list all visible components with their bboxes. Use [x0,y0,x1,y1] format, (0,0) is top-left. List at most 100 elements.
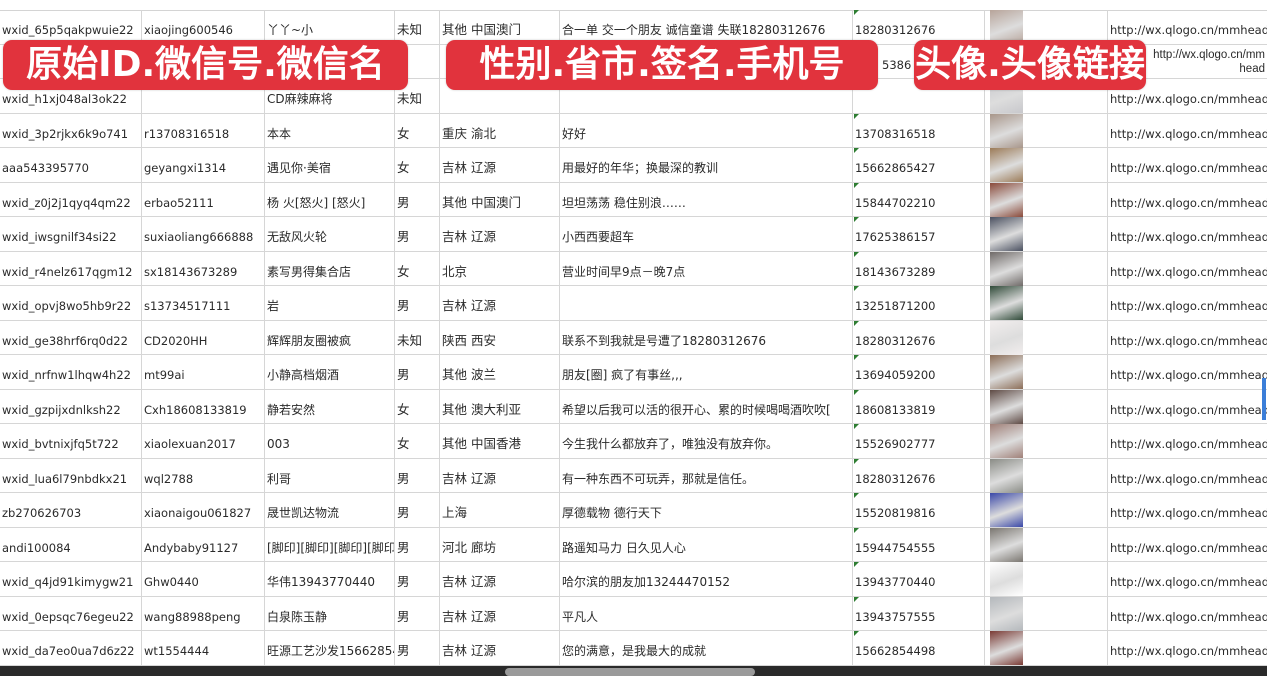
phone-cell[interactable]: 13694059200 [853,355,985,389]
gender-cell[interactable]: 男 [395,527,440,562]
avatar-cell[interactable] [985,217,1108,251]
original-id-cell[interactable]: wxid_z0j2j1qyq4qm22 [0,182,142,217]
avatar-cell[interactable] [985,182,1108,217]
wechat-id-cell[interactable]: wang88988peng [142,596,265,631]
avatar-cell[interactable] [985,458,1108,493]
region-cell[interactable]: 其他 澳大利亚 [440,389,560,424]
original-id-cell[interactable]: andi100084 [0,527,142,562]
phone-cell[interactable]: 17625386157 [853,217,985,251]
avatar-cell[interactable] [985,113,1108,148]
region-cell[interactable]: 吉林 辽源 [440,286,560,320]
gender-cell[interactable]: 男 [395,217,440,251]
wechat-id-cell[interactable] [142,79,265,113]
phone-cell[interactable]: 18280312676 [853,10,985,44]
original-id-cell[interactable]: wxid_ge38hrf6rq0d22 [0,320,142,355]
region-cell[interactable]: 上海 [440,493,560,527]
phone-cell[interactable]: 18143673289 [853,251,985,286]
gender-cell[interactable]: 男 [395,458,440,493]
gender-cell[interactable]: 男 [395,286,440,320]
signature-cell[interactable]: 平凡人 [560,596,853,631]
wechat-id-cell[interactable]: xiaonaigou061827 [142,493,265,527]
wechat-id-cell[interactable]: sx18143673289 [142,251,265,286]
region-cell[interactable]: 其他 波兰 [440,355,560,389]
avatar-cell[interactable] [985,10,1108,44]
wechat-name-cell[interactable]: 本本 [265,113,395,148]
gender-cell[interactable] [395,44,440,79]
avatar-cell[interactable] [985,562,1108,596]
wechat-id-cell[interactable]: CD2020HH [142,320,265,355]
phone-cell[interactable] [853,79,985,113]
wechat-id-cell[interactable]: mt99ai [142,355,265,389]
avatar-link-cell[interactable]: http://wx.qlogo.cn/mmhead [1110,230,1267,244]
gender-cell[interactable]: 女 [395,251,440,286]
phone-cell[interactable]: 13708316518 [853,113,985,148]
region-cell[interactable]: 陕西 西安 [440,320,560,355]
phone-cell[interactable]: 13251871200 [853,286,985,320]
gender-cell[interactable]: 男 [395,596,440,631]
wechat-id-cell[interactable]: geyangxi1314 [142,148,265,182]
wechat-id-cell[interactable]: Cxh18608133819 [142,389,265,424]
region-cell[interactable]: 重庆 渝北 [440,113,560,148]
wechat-id-cell[interactable]: xiaolexuan2017 [142,424,265,458]
avatar-link-cell[interactable]: http://wx.qlogo.cn/mmhead [1110,506,1267,520]
original-id-cell[interactable]: wxid_r4nelz617qgm12 [0,251,142,286]
wechat-name-cell[interactable]: 小静高档烟酒 [265,355,395,389]
wechat-name-cell[interactable]: 旺源工艺沙发15662854 [265,631,395,665]
avatar-link-cell[interactable]: http://wx.qlogo.cn/mmhead [1110,471,1267,486]
phone-cell[interactable]: 18608133819 [853,389,985,424]
gender-cell[interactable]: 未知 [395,10,440,44]
wechat-name-cell[interactable]: 晟世凯达物流 [265,493,395,527]
avatar-link-cell[interactable]: http://wx.qlogo.cn/mmhead [1110,437,1267,451]
original-id-cell[interactable]: wxid_da7eo0ua7d6z22 [0,631,142,665]
gender-cell[interactable]: 女 [395,148,440,182]
original-id-cell[interactable]: wxid_opvj8wo5hb9r22 [0,286,142,320]
signature-cell[interactable]: 坦坦荡荡 稳住别浪…… [560,182,853,217]
original-id-cell[interactable]: wxid_65p5qakpwuie22 [0,10,142,44]
phone-cell[interactable]: 15520819816 [853,493,985,527]
signature-cell[interactable]: 朋友[圈] 疯了有事丝,,, [560,355,853,389]
region-cell[interactable] [440,79,560,113]
wechat-id-cell[interactable]: r13708316518 [142,113,265,148]
avatar-cell[interactable] [985,596,1108,631]
original-id-cell[interactable]: aaa543395770 [0,148,142,182]
gender-cell[interactable]: 男 [395,182,440,217]
signature-cell[interactable]: 合一单 交一个朋友 诚信童谱 失联18280312676 [560,10,853,44]
avatar-cell[interactable] [985,286,1108,320]
original-id-cell[interactable]: wxid_gzpijxdnlksh22 [0,389,142,424]
avatar-cell[interactable] [985,148,1108,182]
avatar-link-cell[interactable]: http://wx.qlogo.cn/mmhead [1110,609,1267,624]
gender-cell[interactable]: 男 [395,631,440,665]
region-cell[interactable]: 吉林 辽源 [440,148,560,182]
avatar-cell[interactable] [985,527,1108,562]
phone-cell[interactable]: 15944754555 [853,527,985,562]
region-cell[interactable]: 河北 廊坊 [440,527,560,562]
wechat-id-cell[interactable]: suxiaoliang666888 [142,217,265,251]
phone-cell[interactable]: 13943757555 [853,596,985,631]
avatar-cell[interactable] [985,424,1108,458]
gender-cell[interactable]: 未知 [395,79,440,113]
gender-cell[interactable]: 男 [395,562,440,596]
signature-cell[interactable]: 厚德载物 德行天下 [560,493,853,527]
original-id-cell[interactable]: wxid_bvtnixjfq5t722 [0,424,142,458]
wechat-id-cell[interactable]: wql2788 [142,458,265,493]
gender-cell[interactable]: 男 [395,355,440,389]
wechat-id-cell[interactable]: wt1554444 [142,631,265,665]
region-cell[interactable]: 吉林 辽源 [440,631,560,665]
phone-cell[interactable]: 15844702210 [853,182,985,217]
signature-cell[interactable]: 营业时间早9点－晚7点 [560,251,853,286]
wechat-name-cell[interactable]: 杨 火[怒火] [怒火] [265,182,395,217]
wechat-name-cell[interactable]: 遇见你·美宿 [265,148,395,182]
phone-cell[interactable]: 15662854498 [853,631,985,665]
signature-cell[interactable]: 联系不到我就是号遭了18280312676 [560,320,853,355]
wechat-name-cell[interactable]: [脚印][脚印][脚印][脚印 [265,527,395,562]
region-cell[interactable]: 吉林 辽源 [440,217,560,251]
region-cell[interactable]: 其他 中国香港 [440,424,560,458]
gender-cell[interactable]: 女 [395,113,440,148]
wechat-name-cell[interactable]: 素写男得集合店 [265,251,395,286]
wechat-id-cell[interactable]: s13734517111 [142,286,265,320]
wechat-id-cell[interactable]: xiaojing600546 [142,10,265,44]
original-id-cell[interactable]: wxid_q4jd91kimygw21 [0,562,142,596]
avatar-link-cell[interactable]: http://wx.qlogo.cn/mmhead [1110,368,1267,382]
avatar-link-cell[interactable]: http://wx.qlogo.cn/mmhead [1110,299,1267,313]
original-id-cell[interactable]: wxid_lua6l79nbdkx21 [0,458,142,493]
